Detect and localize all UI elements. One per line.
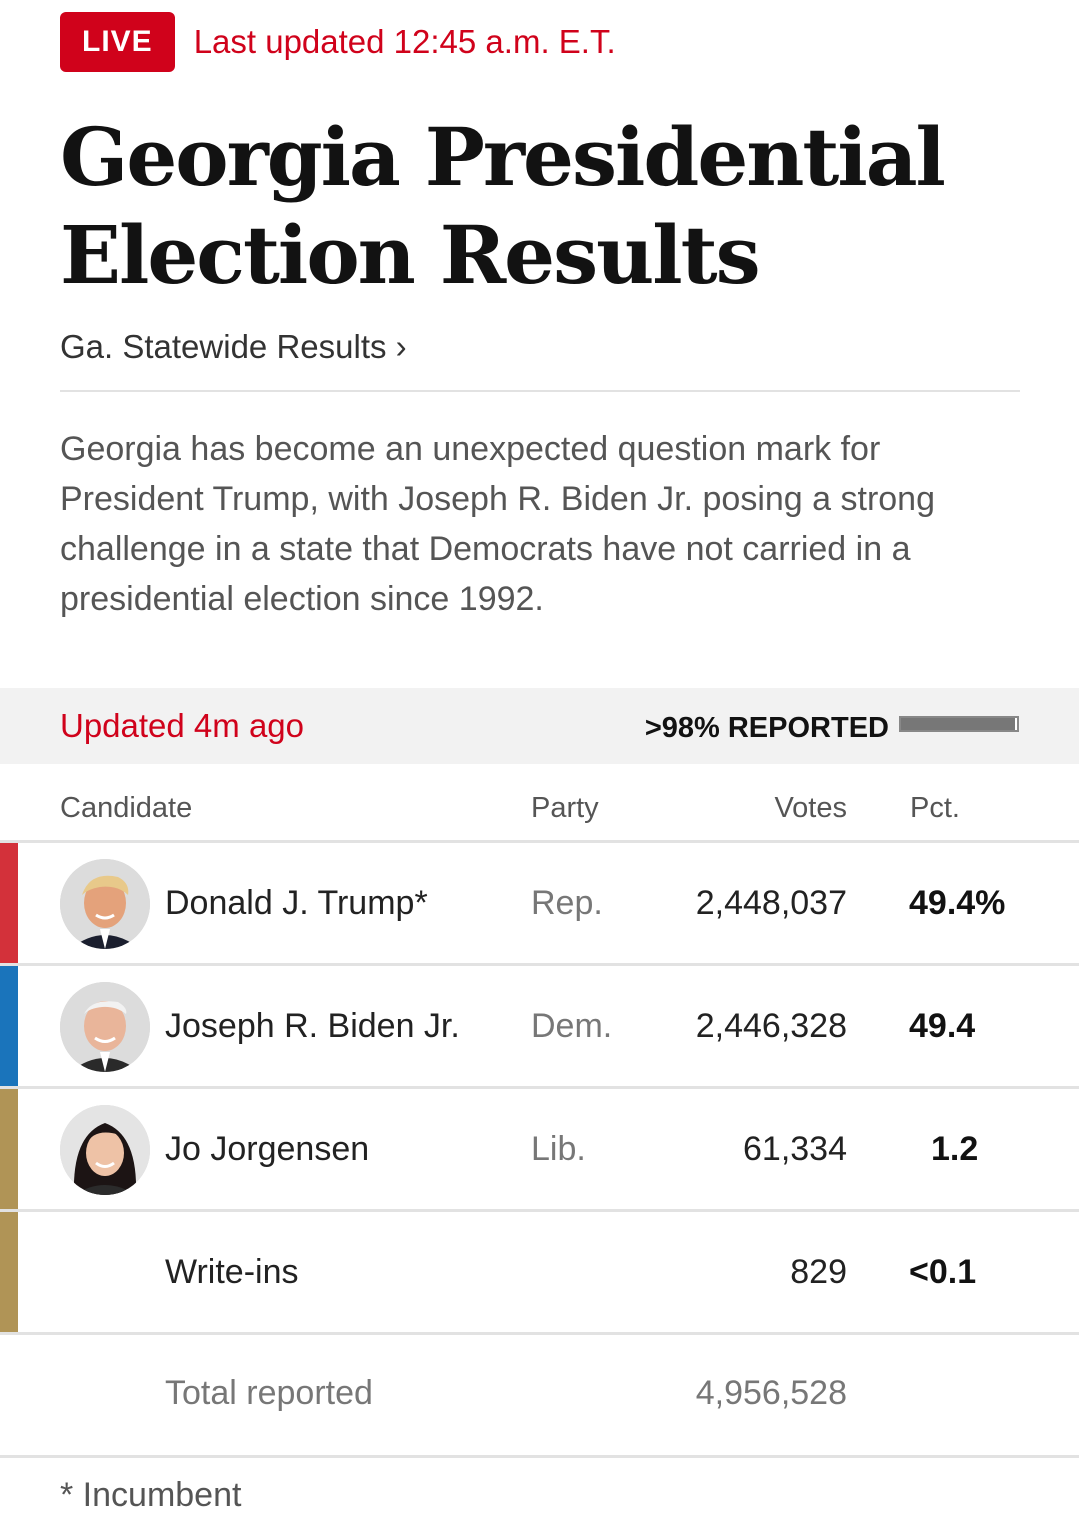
trump-portrait-avatar [60, 859, 150, 949]
party-color-bar [0, 966, 18, 1086]
candidate-name: Joseph R. Biden Jr. [165, 1007, 460, 1045]
candidate-pct: 49.4% [909, 884, 1006, 922]
table-divider [0, 840, 1079, 843]
last-updated-timestamp: Last updated 12:45 a.m. E.T. [193, 23, 616, 60]
live-header: LIVE Last updated 12:45 a.m. E.T. [60, 12, 616, 72]
reporting-status-bar: Updated 4m ago >98% REPORTED [0, 688, 1079, 764]
jorgensen-portrait-avatar [60, 1105, 150, 1195]
candidate-pct: 1.2 [931, 1130, 979, 1168]
page-title-line-1: Georgia Presidential [60, 110, 946, 204]
table-row: Joseph R. Biden Jr. Dem. 2,446,328 49.4 [0, 966, 1079, 1086]
candidate-party: Lib. [531, 1130, 586, 1168]
reporting-progress-bar [899, 716, 1019, 732]
table-divider [0, 1332, 1079, 1335]
total-reported-votes: 4,956,528 [695, 1374, 847, 1412]
incumbent-footnote: * Incumbent [60, 1476, 242, 1514]
divider [60, 390, 1020, 392]
header-votes: Votes [774, 792, 847, 824]
table-divider [0, 1455, 1079, 1458]
statewide-results-link[interactable]: Ga. Statewide Results › [60, 328, 407, 365]
table-divider [0, 963, 1079, 966]
page-title-line-2: Election Results [60, 208, 761, 302]
candidate-party: Rep. [531, 884, 603, 922]
live-badge: LIVE [60, 12, 175, 72]
candidate-pct: 49.4 [909, 1007, 976, 1045]
updated-ago-label: Updated 4m ago [60, 707, 305, 744]
party-color-bar [0, 1089, 18, 1209]
header-pct: Pct. [910, 792, 960, 824]
page-title: Georgia Presidential Election Results [60, 108, 1020, 304]
party-color-bar [0, 1212, 18, 1332]
table-row: Jo Jorgensen Lib. 61,334 1.2 [0, 1089, 1079, 1209]
candidate-votes: 2,446,328 [695, 1007, 847, 1045]
reporting-progress-fill [901, 718, 1015, 730]
table-divider [0, 1086, 1079, 1089]
table-row: Donald J. Trump* Rep. 2,448,037 49.4% [0, 843, 1079, 963]
table-divider [0, 1209, 1079, 1212]
percent-reported-label: >98% REPORTED [644, 712, 889, 744]
table-row: Write-ins 829 <0.1 [0, 1212, 1079, 1332]
party-color-bar [0, 843, 18, 963]
candidate-party: Dem. [531, 1007, 613, 1045]
candidate-name: Jo Jorgensen [165, 1130, 370, 1168]
header-party: Party [531, 792, 599, 824]
candidate-votes: 61,334 [743, 1130, 847, 1168]
candidate-pct: <0.1 [909, 1253, 977, 1291]
article-description: Georgia has become an unexpected questio… [60, 430, 936, 618]
biden-portrait-avatar [60, 982, 150, 1072]
header-candidate: Candidate [60, 792, 193, 824]
candidate-votes: 829 [790, 1253, 847, 1291]
candidate-votes: 2,448,037 [695, 884, 847, 922]
candidate-name: Donald J. Trump* [165, 884, 428, 922]
results-table-header: Candidate Party Votes Pct. [0, 778, 1079, 840]
candidate-name: Write-ins [165, 1253, 299, 1291]
total-reported-label: Total reported [165, 1374, 373, 1412]
